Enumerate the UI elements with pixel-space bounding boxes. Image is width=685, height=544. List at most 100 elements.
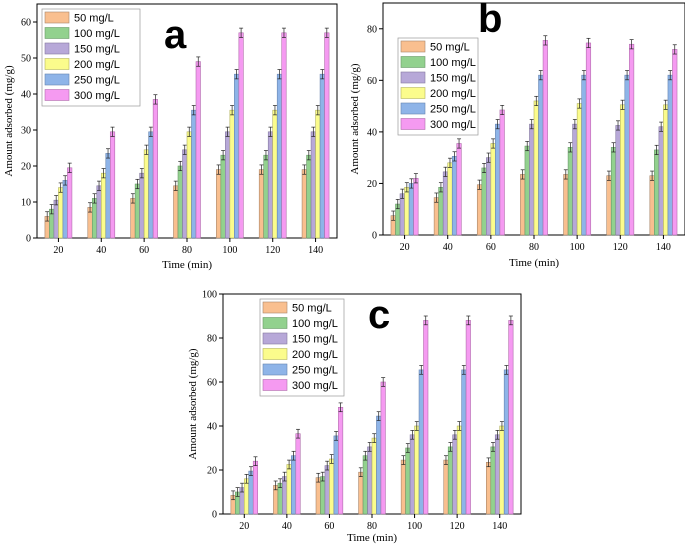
legend-swatch <box>400 40 426 53</box>
bar-a-120-0 <box>258 169 265 239</box>
bar-c-60-3 <box>329 458 335 515</box>
bar-c-80-4 <box>376 415 382 515</box>
bar-b-120-0 <box>606 175 612 236</box>
legend: 50 mg/L 100 mg/L 150 mg/L 200 mg/L 250 mg/L 3… <box>259 298 345 397</box>
bar-c-140-1 <box>490 446 496 515</box>
legend-swatch <box>262 363 288 376</box>
x-tick-label: 40 <box>443 242 453 253</box>
bar-c-20-4 <box>248 470 254 515</box>
x-tick-label: 60 <box>139 245 149 256</box>
bar-b-40-3 <box>447 162 453 236</box>
bar-c-120-0 <box>443 459 449 515</box>
y-axis-label: Amount adsorbed (mg/g) <box>3 65 15 177</box>
y-tick-label: 100 <box>202 290 217 301</box>
x-tick-label: 140 <box>492 521 507 532</box>
bar-a-140-3 <box>315 109 321 239</box>
bar-a-120-5 <box>281 32 287 239</box>
legend-label: 300 mg/L <box>74 90 120 102</box>
legend-swatch <box>262 317 288 329</box>
y-tick-label: 80 <box>207 334 217 345</box>
bar-c-60-0 <box>315 477 321 515</box>
x-tick-label: 20 <box>400 242 410 253</box>
bar-a-60-1 <box>134 183 140 239</box>
legend-swatch <box>262 379 288 391</box>
legend-label: 150 mg/L <box>292 334 338 346</box>
legend-label: 100 mg/L <box>74 28 120 40</box>
legend-swatch <box>44 89 70 101</box>
bar-a-60-3 <box>143 149 149 239</box>
y-tick-label: 0 <box>26 234 31 245</box>
bar-a-20-3 <box>58 187 64 239</box>
bar-c-60-1 <box>320 476 326 515</box>
bar-a-60-0 <box>130 198 136 239</box>
bar-b-100-5 <box>585 42 592 236</box>
x-tick-label: 140 <box>656 242 671 253</box>
legend-label: 250 mg/L <box>430 104 476 116</box>
bar-c-100-0 <box>400 459 406 515</box>
bar-c-100-4 <box>418 369 424 515</box>
bar-c-60-4 <box>333 435 339 515</box>
y-tick-label: 60 <box>367 76 377 87</box>
y-tick-label: 40 <box>207 422 217 433</box>
legend-label: 100 mg/L <box>292 318 338 330</box>
legend-swatch <box>400 56 426 68</box>
bar-b-120-2 <box>615 125 621 236</box>
legend-label: 100 mg/L <box>430 57 476 69</box>
chart-panel-b: 0 20 40 60 80 20 40 60 80 100 120 140 Time (min) Amou… <box>349 0 685 269</box>
bar-c-60-5 <box>338 406 344 515</box>
bar-a-140-1 <box>306 154 312 239</box>
bar-a-120-4 <box>276 73 283 239</box>
chart-panel-c: 0 20 40 60 80 100 20 40 60 80 100 120 140 Time (min) A… <box>187 290 522 544</box>
bar-a-40-1 <box>91 198 98 239</box>
bar-b-20-3 <box>404 187 410 236</box>
y-tick-label: 80 <box>367 24 377 35</box>
bar-b-40-0 <box>433 197 439 236</box>
x-axis-label: Time (min) <box>509 257 559 269</box>
bar-a-140-4 <box>319 73 325 239</box>
bar-b-100-0 <box>563 174 569 236</box>
y-tick-label: 20 <box>207 466 217 477</box>
bar-c-100-5 <box>423 320 429 515</box>
bar-c-140-3 <box>499 425 505 515</box>
x-tick-label: 120 <box>450 521 465 532</box>
x-tick-label: 80 <box>367 521 377 532</box>
bar-b-120-1 <box>610 147 617 236</box>
bar-c-140-2 <box>494 434 501 515</box>
y-tick-label: 20 <box>21 162 31 173</box>
y-tick-label: 40 <box>367 127 377 138</box>
x-axis-label: Time (min) <box>162 259 212 271</box>
panel-letter: a <box>164 13 187 57</box>
legend-swatch <box>44 11 70 24</box>
bar-c-40-2 <box>282 476 288 515</box>
bar-b-140-1 <box>654 149 660 236</box>
bar-b-80-1 <box>524 145 530 236</box>
legend-label: 150 mg/L <box>430 73 476 85</box>
x-tick-label: 120 <box>265 245 280 256</box>
bar-a-80-0 <box>173 185 179 239</box>
legend-label: 50 mg/L <box>74 13 114 25</box>
bar-a-40-4 <box>105 153 111 239</box>
bar-c-80-1 <box>362 455 368 515</box>
bar-a-20-4 <box>62 180 68 239</box>
bar-b-140-5 <box>672 49 678 236</box>
y-tick-label: 40 <box>21 90 31 101</box>
bar-b-80-0 <box>520 174 526 236</box>
legend-swatch <box>400 71 426 84</box>
bar-c-40-4 <box>291 455 297 515</box>
bar-b-140-3 <box>663 104 669 236</box>
y-tick-label: 30 <box>21 126 31 137</box>
bar-b-120-5 <box>629 43 635 236</box>
bar-b-100-1 <box>567 147 573 236</box>
bar-b-120-4 <box>624 74 630 236</box>
legend-swatch <box>262 301 288 314</box>
bar-c-120-1 <box>447 446 453 515</box>
bar-b-20-5 <box>413 177 419 236</box>
legend-label: 250 mg/L <box>74 75 120 87</box>
bar-b-60-0 <box>476 184 483 236</box>
bar-c-80-3 <box>371 437 377 515</box>
bar-a-60-2 <box>139 172 145 239</box>
bar-b-60-5 <box>499 109 505 236</box>
bar-b-40-2 <box>442 171 449 236</box>
bar-a-100-0 <box>216 169 222 239</box>
y-tick-label: 10 <box>21 198 31 209</box>
